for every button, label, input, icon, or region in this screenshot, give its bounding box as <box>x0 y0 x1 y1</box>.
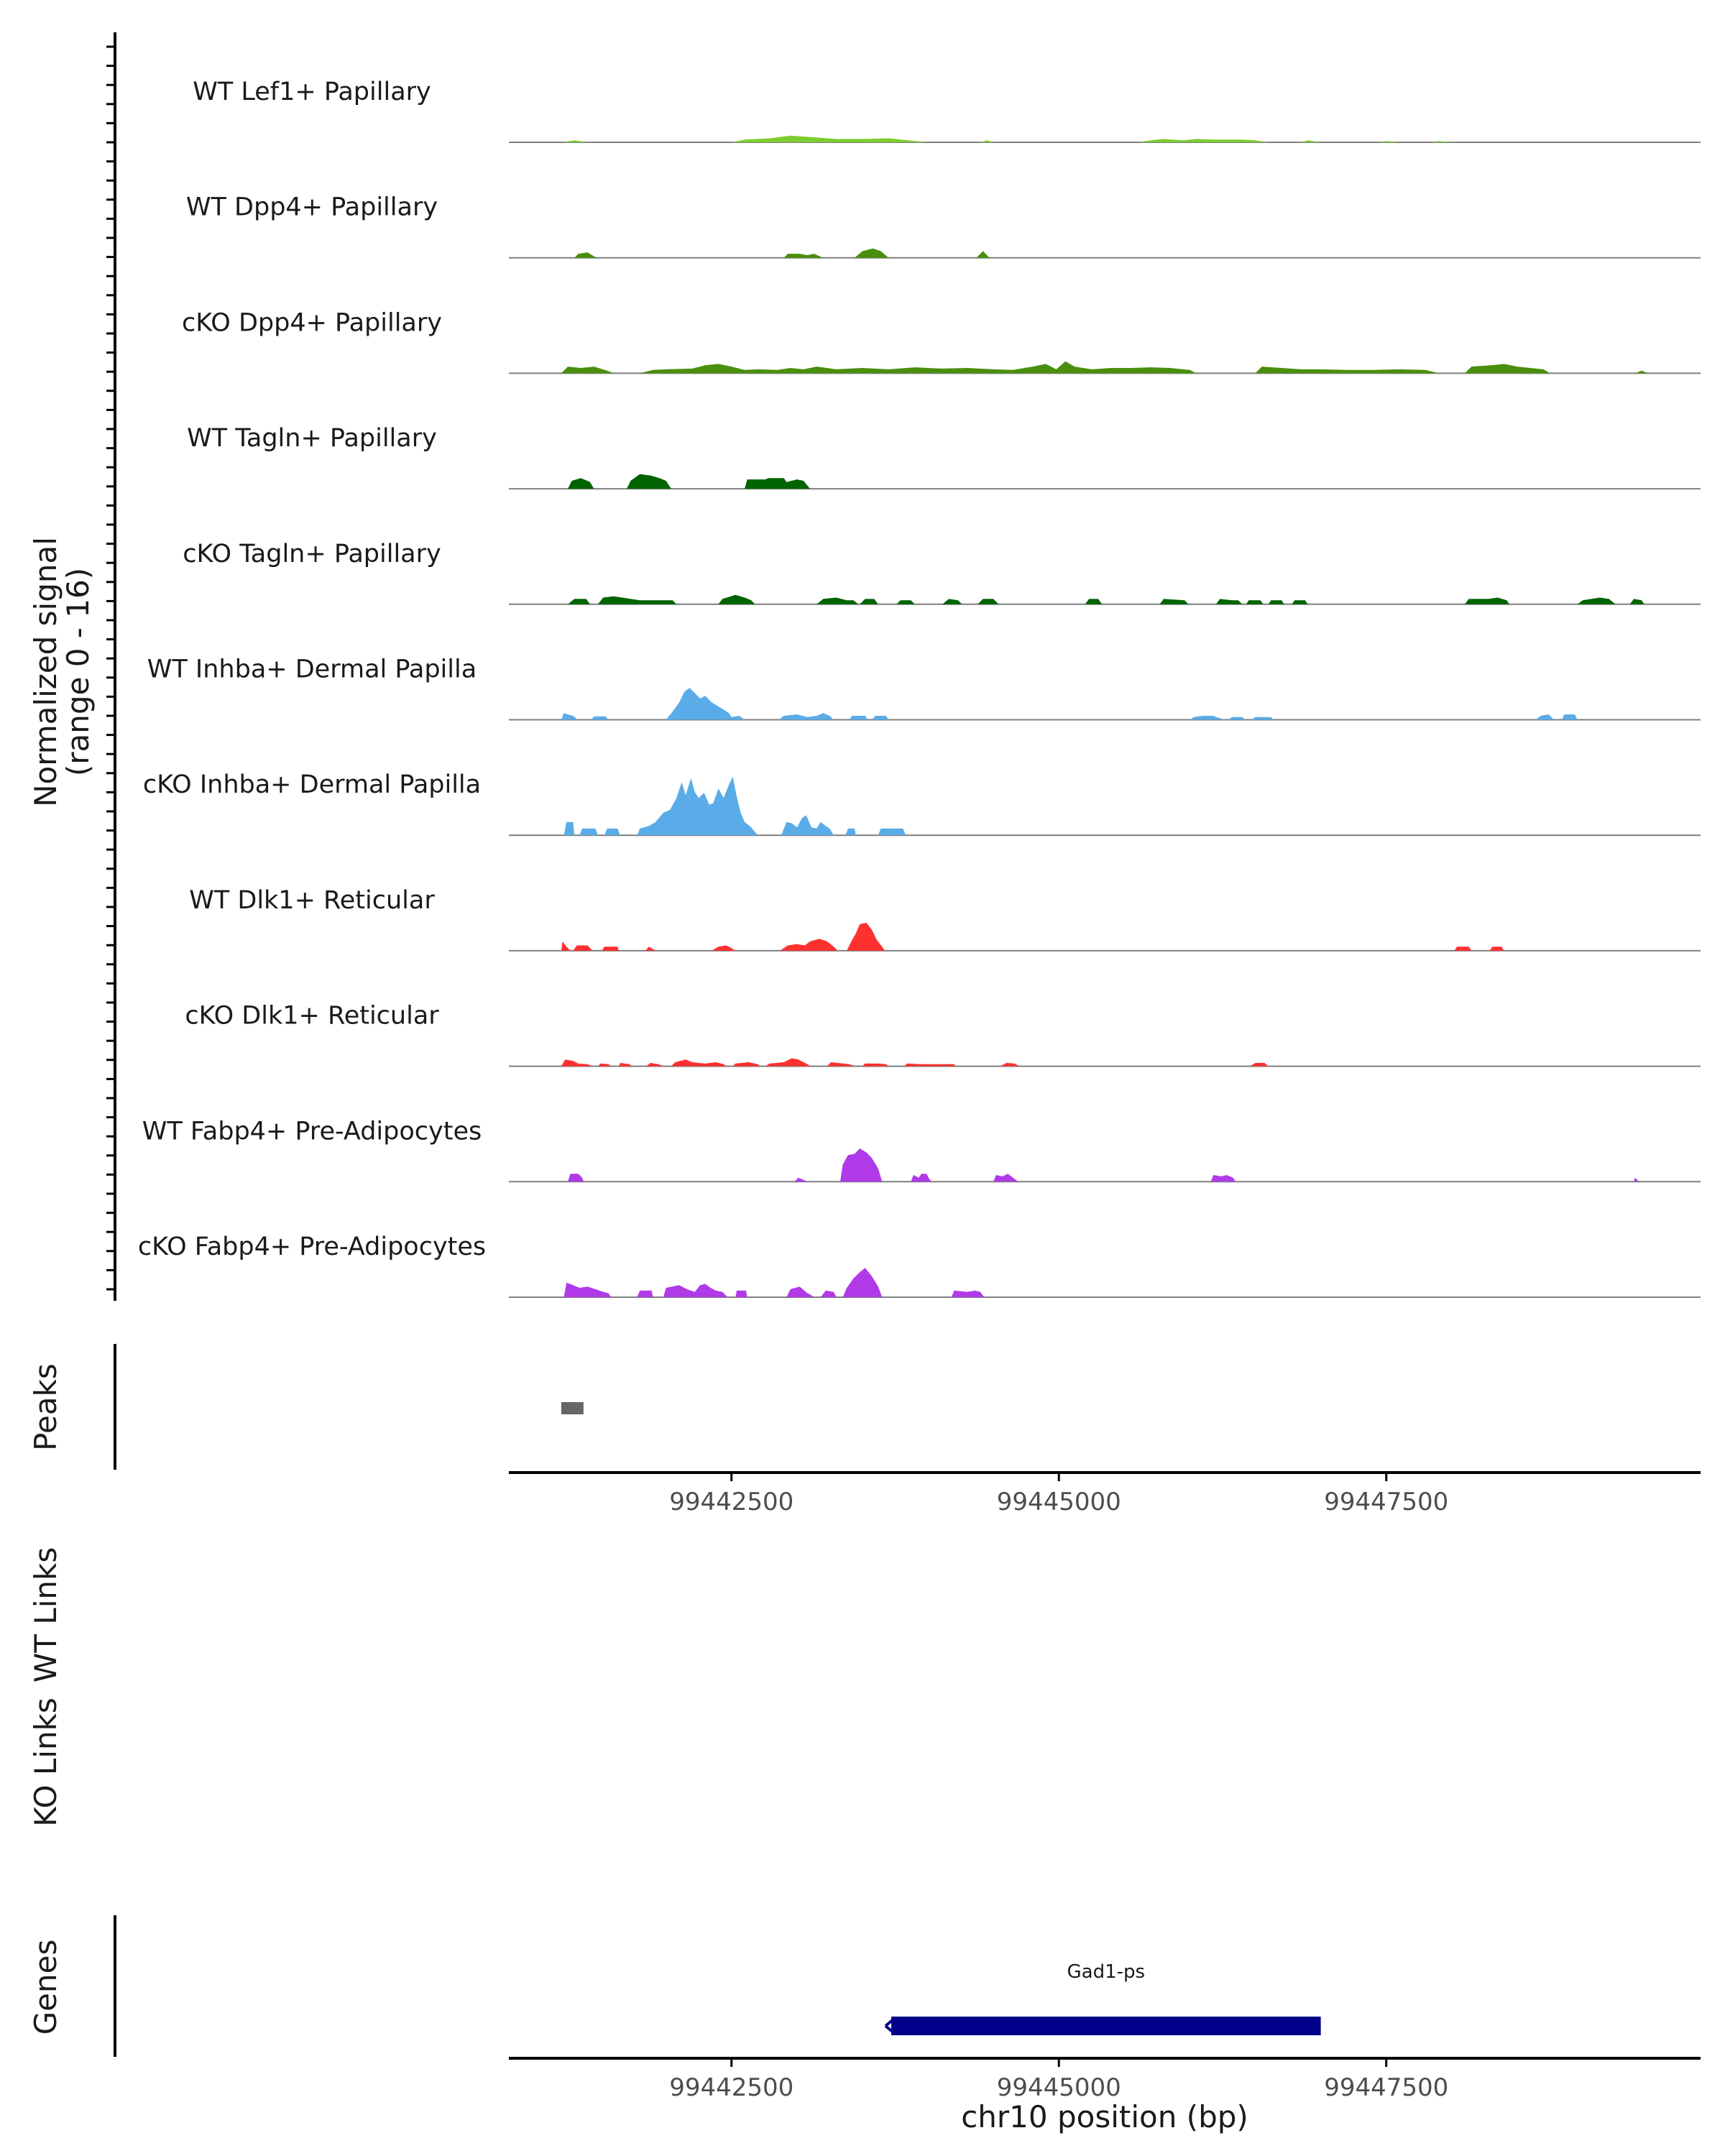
coverage-track: cKO Tagln+ Papillary <box>183 540 1701 605</box>
coverage-tracks: WT Lef1+ Papillary WT Dpp4+ Papillary cKO … <box>138 78 1701 1298</box>
ko-links-title: KO Links <box>28 1697 63 1827</box>
coverage-track: cKO Dpp4+ Papillary <box>182 308 1701 374</box>
track-label: cKO Tagln+ Papillary <box>183 540 441 568</box>
coverage-track: WT Dlk1+ Reticular <box>189 886 1701 952</box>
coverage-track: WT Tagln+ Papillary <box>187 424 1701 490</box>
coverage-area <box>561 688 1578 720</box>
track-label: WT Fabp4+ Pre-Adipocytes <box>142 1117 482 1146</box>
peak-block <box>561 1402 584 1414</box>
track-label: WT Dpp4+ Papillary <box>186 193 438 222</box>
coverage-area <box>561 923 1504 951</box>
coverage-y-ticks <box>106 45 115 1291</box>
peaks-track <box>561 1402 584 1414</box>
coverage-area <box>561 1058 1269 1067</box>
coverage-track: cKO Inhba+ Dermal Papilla <box>143 770 1701 837</box>
coverage-area <box>564 776 906 836</box>
coverage-area <box>568 474 811 489</box>
coverage-area <box>564 1268 985 1297</box>
y-axis-title-line2: (range 0 - 16) <box>60 568 96 776</box>
track-label: WT Inhba+ Dermal Papilla <box>147 655 477 684</box>
track-label: WT Lef1+ Papillary <box>193 78 431 106</box>
peaks-title: Peaks <box>28 1363 63 1451</box>
coverage-area <box>574 248 990 258</box>
coverage-area <box>561 135 1452 142</box>
x-tick-label: 99445000 <box>997 1488 1121 1516</box>
coverage-area <box>561 361 1649 374</box>
coverage-track: WT Dpp4+ Papillary <box>186 193 1701 259</box>
track-label: cKO Dpp4+ Papillary <box>182 308 442 337</box>
coverage-track: cKO Fabp4+ Pre-Adipocytes <box>138 1233 1701 1298</box>
wt-links-title: WT Links <box>28 1547 63 1682</box>
y-axis-title-line1: Normalized signal <box>28 537 63 807</box>
x-tick-label: 99445000 <box>997 2073 1121 2102</box>
coverage-track: cKO Dlk1+ Reticular <box>185 1002 1701 1067</box>
gene-label: Gad1-ps <box>1067 1961 1146 1983</box>
coverage-track: WT Inhba+ Dermal Papilla <box>147 655 1701 721</box>
coverage-track: WT Lef1+ Papillary <box>193 78 1701 143</box>
track-label: cKO Dlk1+ Reticular <box>185 1002 439 1031</box>
coverage-area <box>568 1148 1639 1182</box>
x-tick-label: 99447500 <box>1324 1488 1448 1516</box>
genes-title: Genes <box>28 1940 63 2035</box>
track-label: WT Dlk1+ Reticular <box>189 886 435 915</box>
coverage-track: WT Fabp4+ Pre-Adipocytes <box>142 1117 1701 1183</box>
x-tick-label: 99447500 <box>1324 2073 1448 2102</box>
genes-track: Gad1-ps <box>884 1961 1321 2035</box>
x-tick-label: 99442500 <box>669 2073 794 2102</box>
x-tick-label: 99442500 <box>669 1488 794 1516</box>
genes-x-ticks: 99442500 99445000 99447500 <box>669 2058 1448 2102</box>
x-axis-title: chr10 position (bp) <box>961 2099 1248 2134</box>
coverage-area <box>568 594 1644 604</box>
gene-strand-arrow <box>884 2017 896 2035</box>
track-label: WT Tagln+ Papillary <box>187 424 437 453</box>
track-label: cKO Fabp4+ Pre-Adipocytes <box>138 1233 486 1261</box>
peaks-x-ticks: 99442500 99445000 99447500 <box>669 1473 1448 1516</box>
gene-body <box>891 2017 1321 2035</box>
track-label: cKO Inhba+ Dermal Papilla <box>143 770 481 799</box>
